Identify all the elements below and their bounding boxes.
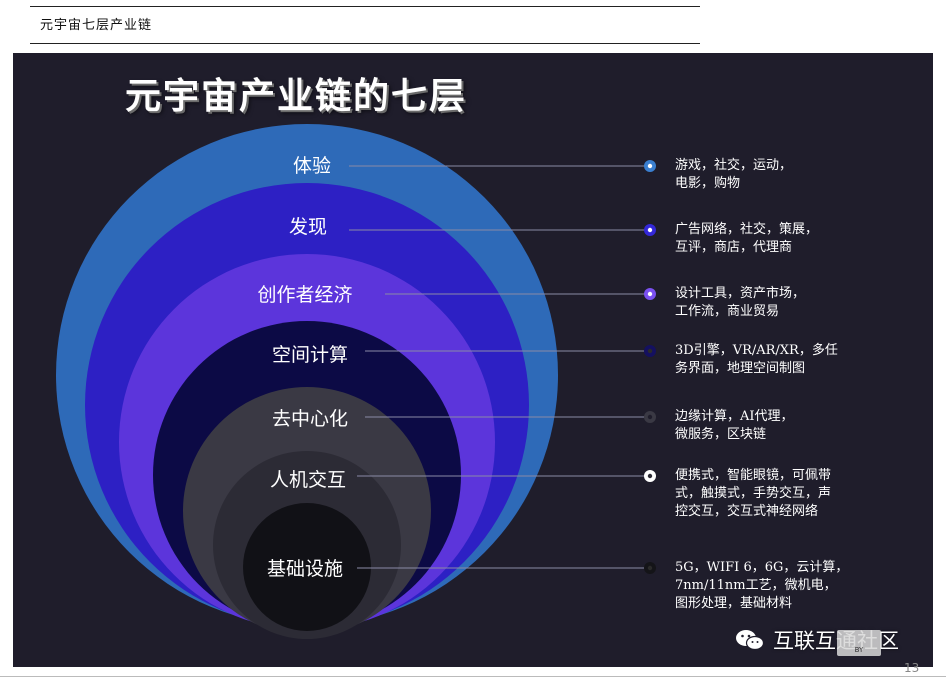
desc-6-line-2: 式，触摸式，手势交互，声 [675, 486, 832, 501]
desc-7-line-2: 7nm/11nm工艺，微机电， [675, 578, 837, 593]
desc-7-line-1: 5G，WIFI 6，6G，云计算， [675, 560, 849, 575]
desc-3-line-2: 工作流，商业贸易 [675, 304, 780, 319]
layer-desc-1: 游戏，社交，运动， 电影，购物 [675, 157, 865, 193]
desc-2-line-1: 广告网络，社交，策展， [675, 222, 819, 237]
desc-7-line-3: 图形处理，基础材料 [675, 596, 793, 611]
layer-desc-6: 便携式，智能眼镜，可佩带 式，触摸式，手势交互，声 控交互，交互式神经网络 [675, 467, 865, 521]
layer-circle-7 [243, 503, 371, 631]
layer-label-4: 空间计算 [271, 344, 349, 366]
wechat-icon [736, 630, 765, 651]
desc-6-line-3: 控交互，交互式神经网络 [675, 504, 819, 519]
layer-label-1: 体验 [292, 155, 332, 177]
desc-1-line-2: 电影，购物 [675, 176, 741, 191]
desc-3-line-1: 设计工具，资产市场， [675, 286, 806, 301]
page-number: 13 [904, 661, 920, 675]
footer-rule [0, 676, 946, 677]
header-bottom-rule [30, 43, 700, 44]
desc-1-line-1: 游戏，社交，运动， [675, 158, 793, 173]
layer-desc-2: 广告网络，社交，策展， 互评，商店，代理商 [675, 221, 865, 257]
cc-badge: BY [837, 630, 881, 656]
layer-label-3: 创作者经济 [257, 284, 353, 306]
layer-label-2: 发现 [288, 216, 328, 238]
diagram-title: 元宇宙产业链的七层 [125, 76, 468, 117]
endpoint-markers [644, 160, 656, 574]
layer-diagram [56, 124, 656, 639]
page-header-title: 元宇宙七层产业链 [40, 18, 153, 33]
desc-4-line-2: 务界面，地理空间制图 [675, 361, 806, 376]
desc-5-line-2: 微服务，区块链 [675, 427, 767, 442]
layer-desc-5: 边缘计算，AI代理， 微服务，区块链 [675, 408, 865, 444]
desc-4-line-1: 3D引擎，VR/AR/XR，多任 [675, 343, 838, 358]
diagram-panel: 元宇宙产业链的七层 体验 发现 [13, 53, 933, 667]
layer-label-6: 人机交互 [269, 469, 347, 491]
desc-2-line-2: 互评，商店，代理商 [675, 240, 793, 255]
layer-label-5: 去中心化 [271, 408, 349, 430]
header-top-rule [30, 6, 700, 7]
desc-6-line-1: 便携式，智能眼镜，可佩带 [675, 468, 832, 483]
desc-5-line-1: 边缘计算，AI代理， [675, 409, 794, 424]
layer-label-7: 基础设施 [266, 558, 344, 580]
layer-desc-3: 设计工具，资产市场， 工作流，商业贸易 [675, 285, 865, 321]
layer-desc-4: 3D引擎，VR/AR/XR，多任 务界面，地理空间制图 [675, 342, 865, 378]
layer-desc-7: 5G，WIFI 6，6G，云计算， 7nm/11nm工艺，微机电， 图形处理，基… [675, 559, 865, 613]
